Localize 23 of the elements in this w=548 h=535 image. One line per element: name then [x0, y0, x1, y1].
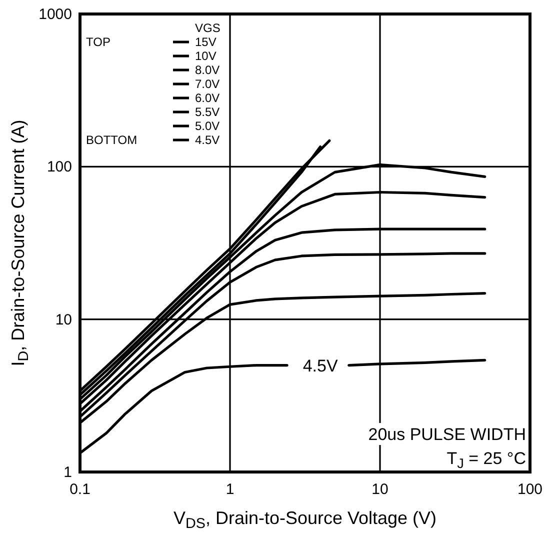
annotation: 20us PULSE WIDTH	[368, 425, 526, 444]
x-tick-label: 10	[372, 481, 388, 498]
annotation: BOTTOM	[86, 133, 138, 147]
legend-label: 6.0V	[195, 91, 220, 105]
annotation: T$_{J}$ = 25 °C	[446, 449, 526, 472]
x-axis-title: V$_{DS}$, Drain-to-Source Voltage (V)	[173, 508, 437, 532]
legend-label: 5.0V	[195, 119, 220, 133]
annotation: TOP	[86, 35, 110, 49]
y-tick-label: 1000	[38, 6, 72, 23]
y-tick-label: 10	[55, 311, 72, 328]
x-tick-label: 0.1	[70, 481, 90, 498]
legend-label: 10V	[195, 49, 216, 63]
legend-label: 15V	[195, 35, 216, 49]
annotation: 4.5V	[302, 356, 338, 376]
y-tick-label: 100	[46, 158, 72, 176]
legend-title: VGS	[195, 21, 220, 35]
legend-label: 7.0V	[195, 77, 220, 91]
y-tick-label: 1	[64, 464, 72, 481]
legend-label: 5.5V	[195, 105, 220, 119]
legend-label: 8.0V	[195, 63, 220, 77]
x-tick-label: 100	[517, 481, 543, 498]
x-tick-label: 1	[226, 481, 234, 498]
legend-label: 4.5V	[195, 133, 220, 147]
